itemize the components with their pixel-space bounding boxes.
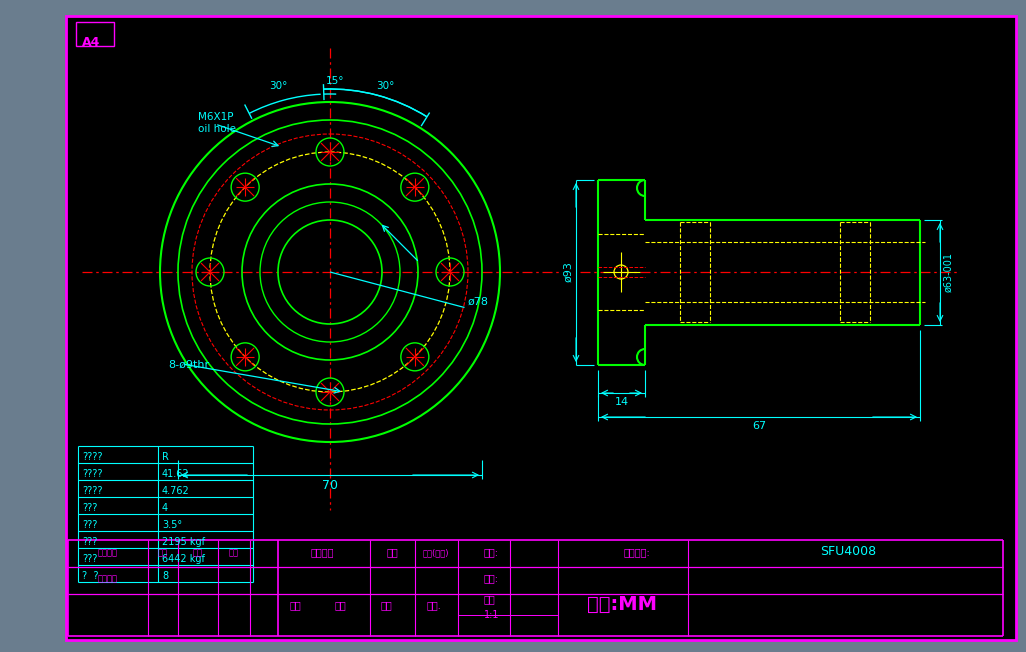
Text: SFU4008: SFU4008 <box>820 545 876 558</box>
Text: ????: ???? <box>82 452 103 462</box>
Text: ???: ??? <box>82 520 97 530</box>
Text: 数量(单台): 数量(单台) <box>423 548 449 557</box>
Text: 4: 4 <box>162 503 168 513</box>
Text: 材料:: 材料: <box>484 573 499 583</box>
Text: ?  ?: ? ? <box>82 571 98 581</box>
Text: ø63-001: ø63-001 <box>943 252 953 292</box>
Text: M6X1P: M6X1P <box>198 112 234 122</box>
Text: 8: 8 <box>162 571 168 581</box>
Text: 单位:MM: 单位:MM <box>587 595 657 614</box>
Text: ???: ??? <box>82 554 97 564</box>
Text: 30°: 30° <box>269 81 287 91</box>
Text: 15°: 15° <box>325 76 345 86</box>
Bar <box>76 22 114 46</box>
Text: 30°: 30° <box>376 81 394 91</box>
Text: ???: ??? <box>82 537 97 547</box>
Text: 客户名称: 客户名称 <box>310 547 333 557</box>
Text: 2195 kgf: 2195 kgf <box>162 537 205 547</box>
Text: 14: 14 <box>615 397 629 407</box>
Text: 绘图: 绘图 <box>289 600 301 610</box>
Text: 日期: 日期 <box>193 548 203 557</box>
Text: 视角.: 视角. <box>427 600 441 610</box>
Text: 设计: 设计 <box>334 600 346 610</box>
Text: 存档图号:: 存档图号: <box>624 547 650 557</box>
Text: 70: 70 <box>322 479 338 492</box>
Text: oil hole: oil hole <box>198 124 236 134</box>
Text: 1:1: 1:1 <box>484 610 500 620</box>
Text: ????: ???? <box>82 486 103 496</box>
Text: 更改标记: 更改标记 <box>98 548 118 557</box>
Text: 3.5°: 3.5° <box>162 520 183 530</box>
Text: ???: ??? <box>82 503 97 513</box>
Text: 8-ø9thr: 8-ø9thr <box>168 360 209 370</box>
Text: 型号:: 型号: <box>484 547 499 557</box>
Text: 处数: 处数 <box>158 548 168 557</box>
Text: 比例: 比例 <box>484 594 496 604</box>
Text: 4.762: 4.762 <box>162 486 190 496</box>
Text: 客户确认: 客户确认 <box>98 574 118 583</box>
Text: 日期: 日期 <box>386 547 398 557</box>
Text: R: R <box>162 452 169 462</box>
Text: 41.62: 41.62 <box>162 469 190 479</box>
Text: 67: 67 <box>752 421 766 431</box>
Text: 签名: 签名 <box>229 548 239 557</box>
Text: 6442 kgf: 6442 kgf <box>162 554 205 564</box>
Text: ø93: ø93 <box>563 261 573 282</box>
Text: A4: A4 <box>82 36 101 49</box>
Text: ????: ???? <box>82 469 103 479</box>
Text: 审核: 审核 <box>380 600 392 610</box>
Text: ø78: ø78 <box>468 297 488 306</box>
